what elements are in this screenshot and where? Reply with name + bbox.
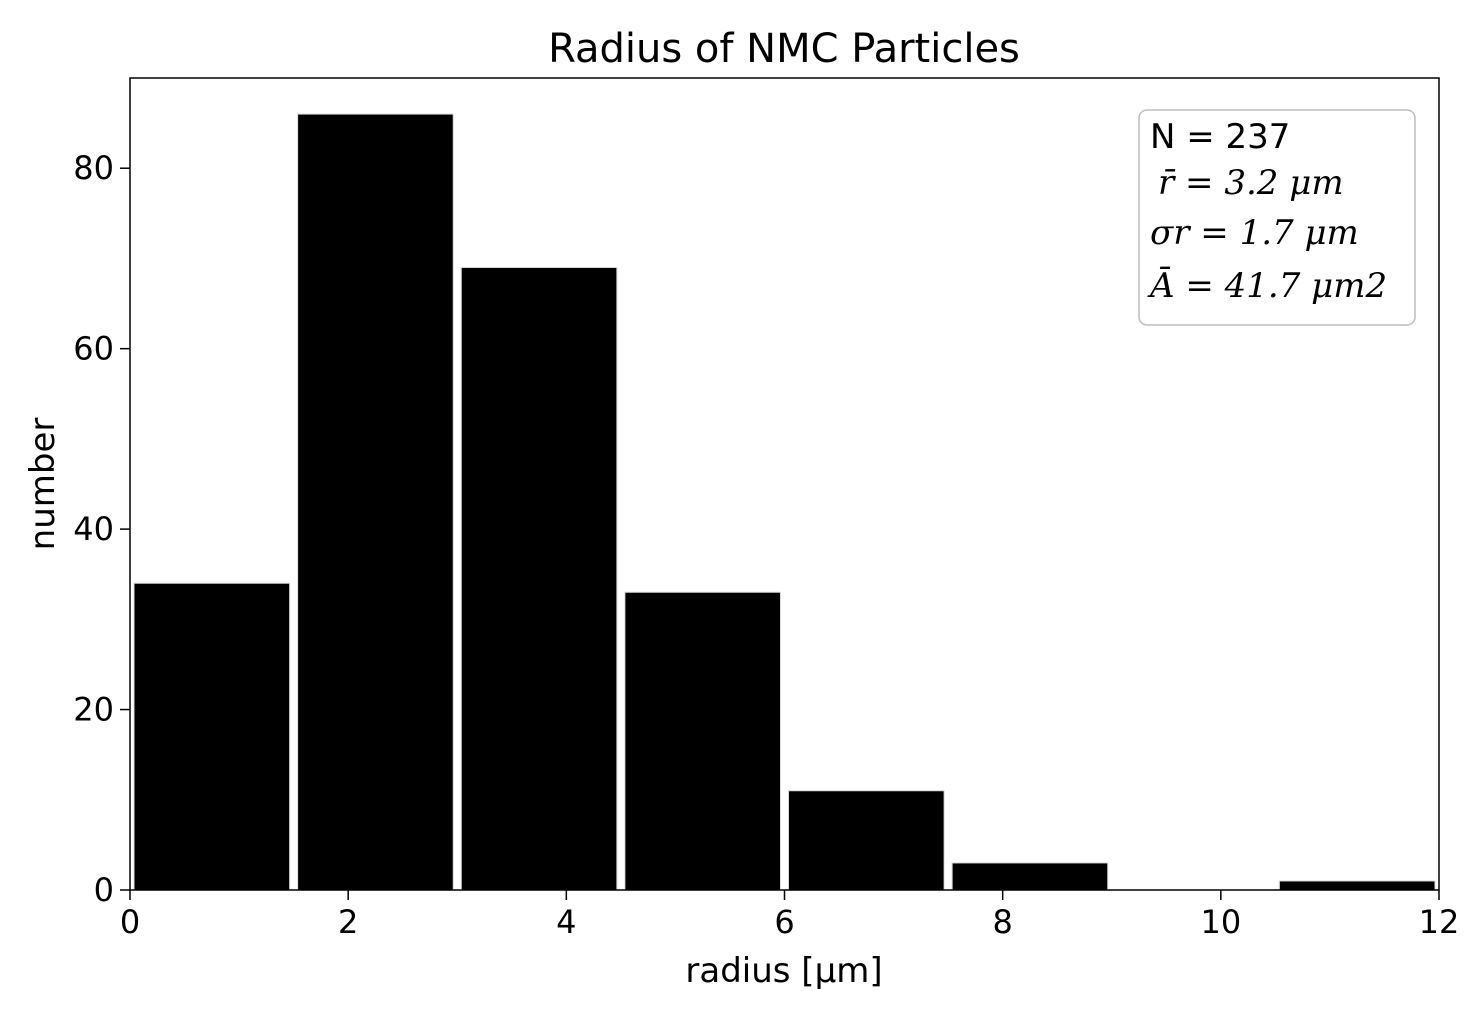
histogram-bar-5 bbox=[951, 862, 1109, 891]
histogram-bar-1 bbox=[297, 113, 454, 891]
stats-legend: N = 237 r̄ = 3.2 μm σr = 1.7 μm Ā = 41.7… bbox=[1138, 109, 1416, 326]
y-tick-label-0: 0 bbox=[94, 871, 114, 909]
x-tick-label-3: 6 bbox=[774, 903, 794, 941]
x-tick-label-5: 10 bbox=[1200, 903, 1241, 941]
bars-group bbox=[133, 113, 1436, 891]
y-tick-label-2: 40 bbox=[73, 510, 114, 548]
histogram-bar-4 bbox=[788, 790, 945, 891]
chart-title: Radius of NMC Particles bbox=[548, 26, 1020, 72]
x-tick-label-4: 8 bbox=[992, 903, 1012, 941]
legend-line-area: Ā = 41.7 μm2 bbox=[1147, 266, 1387, 306]
y-tick-label-4: 80 bbox=[73, 149, 114, 187]
x-axis-label: radius [μm] bbox=[685, 951, 882, 991]
legend-line-sigma: σr = 1.7 μm bbox=[1150, 213, 1359, 253]
x-tick-label-1: 2 bbox=[338, 903, 358, 941]
x-tick-label-6: 12 bbox=[1419, 903, 1460, 941]
legend-line-n: N = 237 bbox=[1150, 117, 1290, 157]
histogram-bar-3 bbox=[624, 591, 781, 891]
legend-box bbox=[1138, 109, 1416, 326]
histogram-bar-7 bbox=[1278, 880, 1436, 891]
y-tick-label-3: 60 bbox=[73, 330, 114, 368]
y-tick-label-1: 20 bbox=[73, 691, 114, 729]
x-ticks: 0 2 4 6 8 10 12 bbox=[120, 890, 1460, 941]
histogram-bar-0 bbox=[133, 582, 291, 891]
legend-line-mean-radius: r̄ = 3.2 μm bbox=[1158, 163, 1344, 203]
y-axis-label: number bbox=[23, 418, 63, 551]
x-tick-label-0: 0 bbox=[120, 903, 140, 941]
histogram-bar-2 bbox=[460, 266, 618, 891]
y-ticks: 0 20 40 60 80 bbox=[73, 149, 130, 909]
x-tick-label-2: 4 bbox=[556, 903, 576, 941]
